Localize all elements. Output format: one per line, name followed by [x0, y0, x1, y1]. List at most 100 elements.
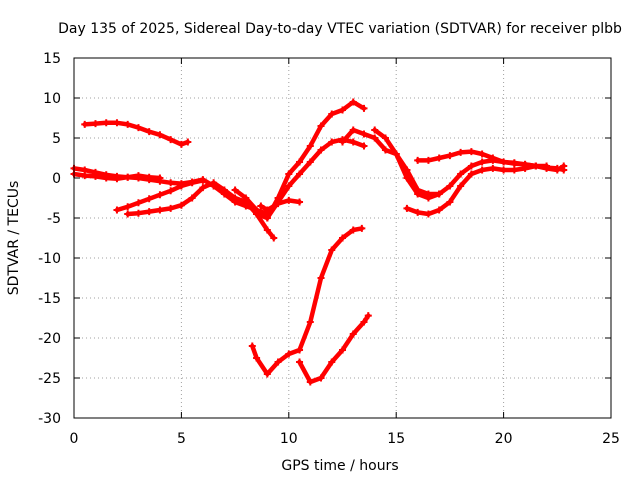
data-point — [145, 208, 153, 216]
data-point — [435, 154, 443, 162]
data-point — [328, 246, 336, 254]
series-arc-4 — [113, 176, 207, 214]
x-tick-label: 10 — [280, 431, 298, 447]
data-point — [263, 370, 271, 378]
data-point — [253, 210, 261, 218]
data-point — [521, 160, 529, 168]
y-tick-label: -25 — [38, 371, 61, 387]
x-tick-label: 0 — [70, 431, 79, 447]
data-point — [285, 182, 293, 190]
data-point — [231, 194, 239, 202]
y-tick-label: 5 — [52, 131, 61, 147]
data-point — [134, 172, 142, 180]
data-point — [446, 182, 454, 190]
data-point — [381, 146, 389, 154]
data-point — [242, 194, 250, 202]
data-point — [364, 312, 372, 320]
data-point — [414, 190, 422, 198]
data-point — [210, 179, 218, 187]
x-axis-label: GPS time / hours — [281, 458, 398, 474]
y-tick-label: -30 — [38, 411, 61, 427]
data-point — [328, 358, 336, 366]
data-point — [263, 226, 271, 234]
data-point — [285, 196, 293, 204]
data-point — [371, 134, 379, 142]
y-axis-label: SDTVAR / TECUs — [6, 181, 22, 296]
data-point — [414, 208, 422, 216]
data-point — [500, 166, 508, 174]
plot-frame — [73, 57, 612, 419]
data-point — [489, 164, 497, 172]
data-point — [156, 191, 164, 199]
data-point — [317, 122, 325, 130]
data-point — [199, 184, 207, 192]
series-layer — [70, 98, 568, 386]
chart-title: Day 135 of 2025, Sidereal Day-to-day VTE… — [58, 21, 622, 37]
data-point — [81, 172, 89, 180]
data-point — [124, 203, 132, 211]
data-point — [339, 138, 346, 146]
y-tick-label: -5 — [47, 211, 61, 227]
data-point — [274, 200, 282, 208]
data-point — [457, 182, 465, 190]
data-point — [167, 204, 175, 212]
data-point — [478, 150, 486, 158]
data-point — [102, 119, 110, 127]
series-arc-14 — [296, 312, 372, 386]
data-point — [349, 126, 357, 134]
data-point — [91, 172, 99, 180]
data-point — [360, 318, 368, 326]
series-arc-3 — [81, 119, 192, 148]
data-point — [134, 124, 142, 132]
data-point — [270, 234, 278, 242]
data-point — [167, 187, 175, 195]
data-point — [446, 198, 454, 206]
y-tick-label: 0 — [52, 171, 61, 187]
series-arc-9 — [339, 126, 443, 198]
data-point — [124, 120, 132, 128]
data-point — [102, 174, 110, 182]
data-point — [199, 176, 207, 184]
data-point — [403, 204, 411, 212]
data-point — [184, 138, 192, 146]
data-point — [220, 186, 228, 194]
data-point — [478, 166, 486, 174]
data-point — [296, 346, 304, 354]
data-point — [167, 179, 175, 187]
data-point — [296, 158, 304, 166]
data-point — [467, 170, 475, 178]
data-point — [113, 175, 121, 183]
data-point — [81, 120, 89, 128]
data-point — [257, 202, 265, 210]
data-point — [360, 104, 368, 112]
data-point — [543, 164, 551, 172]
data-point — [553, 166, 561, 174]
data-point — [296, 170, 304, 178]
data-point — [317, 146, 325, 154]
x-tick-label: 20 — [495, 431, 513, 447]
data-point — [478, 158, 486, 166]
data-point — [467, 162, 475, 170]
series-arc-2 — [70, 170, 164, 183]
data-point — [349, 330, 357, 338]
data-point — [328, 138, 336, 146]
data-point — [145, 128, 153, 136]
data-point — [91, 120, 99, 128]
data-point — [167, 136, 175, 144]
data-point — [156, 206, 164, 214]
data-point — [339, 346, 346, 354]
data-point — [489, 154, 497, 162]
series-arc-8 — [257, 196, 304, 214]
x-tick-labels: 0 5 10 15 20 25 — [70, 431, 620, 447]
data-point — [124, 173, 132, 181]
data-point — [188, 179, 196, 187]
data-point — [113, 206, 121, 214]
data-point — [360, 142, 368, 150]
x-tick-label: 25 — [602, 431, 620, 447]
data-point — [349, 226, 357, 234]
data-point — [124, 210, 132, 218]
data-point — [414, 156, 422, 164]
data-point — [446, 152, 454, 160]
data-point — [349, 138, 357, 146]
